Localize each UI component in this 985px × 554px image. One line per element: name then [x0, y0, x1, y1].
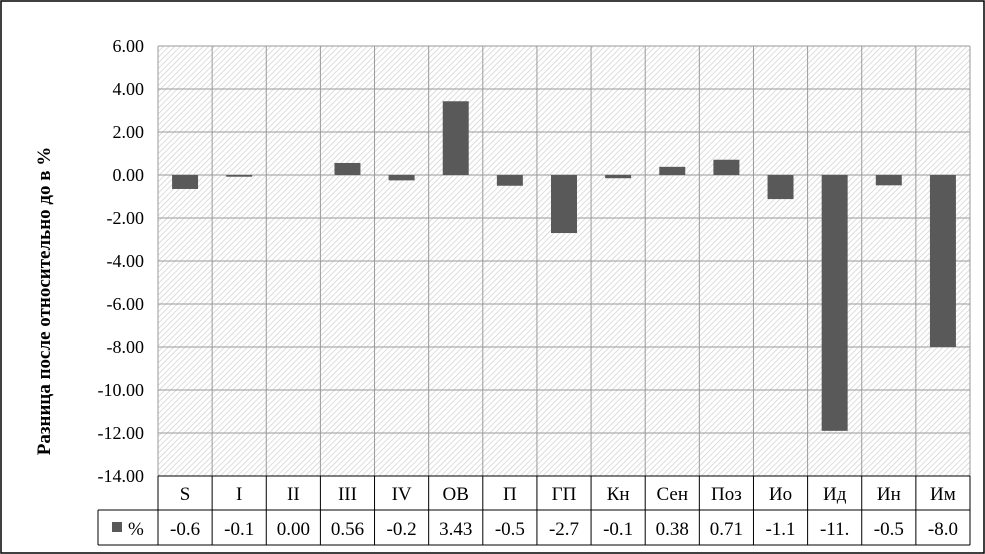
x-tick-label: IV — [392, 484, 412, 505]
data-label: -0.5 — [874, 519, 904, 540]
bar — [334, 163, 360, 175]
legend-label: % — [128, 519, 144, 540]
bar — [822, 175, 848, 431]
bar — [389, 175, 415, 180]
bar — [713, 160, 739, 175]
data-label: -0.1 — [603, 519, 633, 540]
x-tick-label: I — [236, 484, 242, 505]
data-label: -8.0 — [928, 519, 958, 540]
data-label: 0.00 — [277, 519, 310, 540]
x-tick-label: П — [503, 484, 517, 505]
bar — [172, 175, 198, 189]
y-tick-label: 4.00 — [113, 79, 145, 99]
y-tick-label: -14.00 — [98, 466, 145, 486]
bar — [768, 175, 794, 199]
bar — [443, 101, 469, 175]
y-tick-label: 6.00 — [113, 36, 145, 56]
x-tick-label: Им — [930, 484, 956, 505]
y-tick-label: -10.00 — [98, 380, 145, 400]
data-label: -1.1 — [765, 519, 795, 540]
bar — [497, 175, 523, 186]
data-label: -0.5 — [495, 519, 525, 540]
data-label: -2.7 — [549, 519, 579, 540]
bar — [605, 175, 631, 178]
y-tick-label: -4.00 — [107, 251, 145, 271]
data-label: 0.56 — [331, 519, 364, 540]
legend-swatch — [112, 522, 122, 532]
bar — [930, 175, 956, 347]
x-tick-label: Ид — [823, 484, 847, 505]
x-tick-label: OB — [443, 484, 469, 505]
data-label: 0.71 — [710, 519, 743, 540]
data-label: -0.1 — [224, 519, 254, 540]
y-tick-label: -8.00 — [107, 337, 145, 357]
data-label: -0.2 — [387, 519, 417, 540]
y-tick-label: 0.00 — [113, 165, 145, 185]
x-tick-label: S — [180, 484, 191, 505]
bar — [226, 175, 252, 177]
x-tick-label: ГП — [552, 484, 577, 505]
y-tick-label: -2.00 — [107, 208, 145, 228]
data-label: -0.6 — [170, 519, 200, 540]
x-tick-label: Ио — [769, 484, 792, 505]
x-tick-label: Кн — [607, 484, 630, 505]
x-tick-label: II — [287, 484, 300, 505]
data-label: 3.43 — [439, 519, 472, 540]
data-label: -11. — [820, 519, 849, 540]
x-tick-label: Поз — [711, 484, 742, 505]
y-tick-label: -6.00 — [107, 294, 145, 314]
bar — [659, 167, 685, 175]
x-tick-label: Ин — [877, 484, 901, 505]
x-tick-label: Сен — [657, 484, 689, 505]
y-axis-label: Разница после относительно до в % — [34, 147, 55, 456]
x-tick-label: III — [338, 484, 357, 505]
bar — [551, 175, 577, 233]
data-label: 0.38 — [656, 519, 689, 540]
y-tick-label: 2.00 — [113, 122, 145, 142]
bar — [876, 175, 902, 185]
y-tick-label: -12.00 — [98, 423, 145, 443]
